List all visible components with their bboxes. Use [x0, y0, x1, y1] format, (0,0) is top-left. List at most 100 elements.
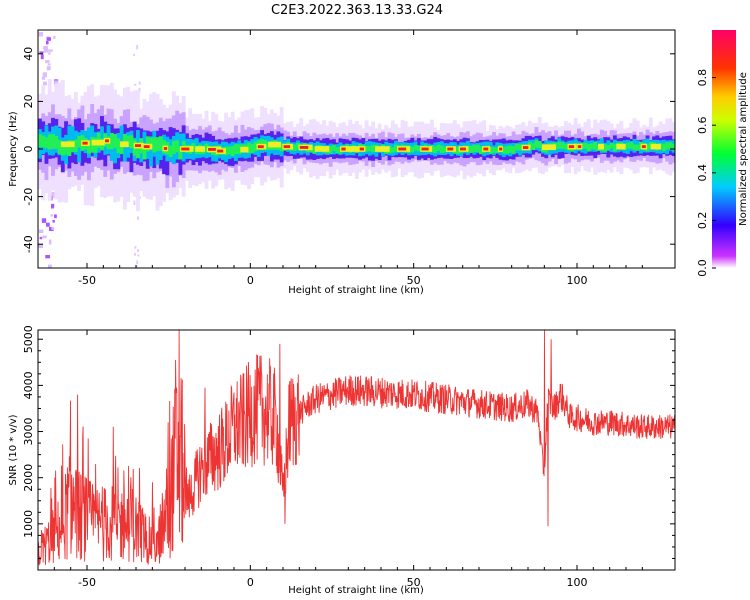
spectrogram-band-cell	[635, 144, 640, 151]
colorbar-tick-label: 0.2	[696, 212, 709, 230]
snr-frame	[37, 329, 676, 571]
spectrogram-band-cell	[149, 137, 153, 150]
spectrogram-noise-speck	[53, 193, 56, 199]
colorbar-tick-label: 0.0	[696, 259, 709, 277]
spectrogram-band-cell	[296, 142, 300, 150]
spectrogram-peak-cell	[359, 147, 364, 151]
spectrogram-band-cell	[671, 143, 675, 151]
spectrogram-band-cell	[439, 145, 444, 154]
spectrogram-noise-speck	[51, 226, 54, 230]
spectrogram-noise-speck	[43, 81, 47, 86]
spectrogram-noise-speck	[39, 51, 44, 54]
spectrogram-band-cell	[531, 143, 536, 151]
spectrogram-noise-speck	[133, 200, 136, 206]
spectrogram-band-cell	[367, 145, 372, 152]
spectrogram-band-cell	[250, 143, 255, 153]
spectrogram-band-cell	[416, 145, 421, 152]
spectrogram-band-cell	[113, 134, 117, 148]
spectrogram-band-cell	[537, 140, 542, 149]
spectrogram-ticks: -50 0 50 100 -40 -20 0 20 40	[22, 30, 675, 287]
snr-y-tick-label: 5000	[22, 325, 35, 353]
spectrogram-peak-cell	[257, 145, 264, 149]
spectrogram-noise-speck	[133, 53, 136, 57]
spectrogram-noise-speck	[39, 236, 42, 240]
spectrogram-noise-speck	[42, 72, 47, 78]
spectrogram-band-cell	[557, 141, 562, 149]
spectrogram-noise-speck	[48, 52, 51, 55]
spectrogram-band-cell	[47, 134, 52, 150]
spectrogram-band-cell	[247, 142, 251, 154]
spectrogram-noise-speck	[38, 243, 44, 249]
spectrogram-marks	[38, 32, 675, 268]
spectrogram-noise-speck	[45, 254, 51, 259]
spectrogram-band-cell	[505, 146, 509, 154]
spectrogram-peak-cell	[447, 147, 454, 151]
snr-y-tick-label: 2000	[22, 464, 35, 492]
spectrogram-band-cell	[332, 144, 336, 151]
spectrogram-band-cell	[57, 139, 62, 154]
spectrogram-band-cell	[122, 134, 127, 148]
spectrogram-noise-speck	[138, 87, 141, 93]
spectrogram-band-cell	[77, 136, 82, 148]
spectrogram-band-cell	[155, 137, 160, 152]
spectrogram-band-cell	[390, 147, 395, 153]
spectrogram-band-cell	[606, 144, 611, 151]
snr-x-tick-label: 100	[567, 576, 588, 589]
spectrogram-band-cell	[514, 143, 519, 151]
chart-title: C2E3.2022.363.13.33.G24	[271, 3, 443, 18]
spectrogram-panel: -50 0 50 100 -40 -20 0 20 40 Height of straight …	[8, 29, 676, 296]
spectrogram-band-cell	[122, 133, 127, 162]
spectrogram-noise-speck	[52, 219, 55, 223]
spectrogram-band-cell	[612, 143, 617, 152]
spectrogram-band-cell	[51, 134, 55, 150]
spectrogram-band-cell	[518, 144, 523, 151]
spectrogram-band-cell	[178, 133, 183, 157]
snr-y-tick-label: 4000	[22, 371, 35, 399]
spectrogram-band-cell	[253, 141, 258, 152]
spectrogram-hotspot	[195, 146, 206, 152]
spectrogram-band-cell	[394, 144, 398, 152]
spectrogram-noise-speck	[50, 214, 53, 217]
spectrogram-peak-cell	[398, 147, 407, 151]
spectrogram-peak-cell	[499, 147, 503, 151]
spectrogram-peak-cell	[135, 144, 141, 148]
spectrogram-noise-speck	[134, 246, 137, 249]
colorbar-ticks: 0.0 0.2 0.4 0.6 0.8	[696, 69, 716, 277]
spectrogram-band-cell	[586, 143, 591, 152]
spectrogram-noise-speck	[51, 203, 55, 209]
spectrogram-band-cell	[534, 140, 539, 148]
spectrogram-band-cell	[413, 144, 418, 151]
spectrogram-peak-cell	[181, 147, 190, 151]
snr-ticks: -50 0 50 100 1000 2000 3000 4000 5000	[22, 325, 675, 589]
spectrogram-band-cell	[204, 143, 209, 153]
spectrogram-noise-speck	[45, 40, 49, 45]
spectrogram-noise-speck	[46, 37, 51, 41]
spectrogram-band-cell	[560, 142, 565, 149]
spectrogram-band-cell	[661, 143, 666, 152]
spectrogram-band-cell	[60, 141, 65, 156]
spectrogram-band-cell	[492, 147, 496, 153]
spectrogram-noise-speck	[48, 226, 54, 232]
spectrogram-y-tick-label: -40	[22, 235, 35, 253]
spectrogram-band-cell	[436, 144, 441, 151]
spectrogram-hotspot	[616, 143, 626, 150]
spectrogram-noise-speck	[46, 222, 50, 227]
spectrogram-hotspot	[597, 143, 604, 150]
spectrogram-noise-speck	[44, 49, 49, 53]
spectrogram-band-cell	[175, 140, 180, 153]
spectrogram-peak-cell	[341, 147, 346, 151]
spectrogram-x-tick-label: 50	[407, 274, 421, 287]
spectrogram-band-cell	[626, 142, 630, 149]
spectrogram-band-cell	[590, 143, 594, 150]
spectrogram-y-tick-label: -20	[22, 188, 35, 206]
spectrogram-band-cell	[178, 146, 183, 160]
spectrogram-band-cell	[119, 125, 124, 155]
spectrogram-noise-speck	[41, 218, 47, 223]
spectrogram-noise-speck	[51, 191, 55, 196]
spectrogram-band-cell	[479, 146, 483, 155]
spectrogram-band-cell	[645, 143, 650, 152]
spectrogram-band-cell	[335, 147, 340, 153]
spectrogram-band-cell	[472, 144, 477, 152]
spectrogram-hotspot	[268, 141, 282, 148]
